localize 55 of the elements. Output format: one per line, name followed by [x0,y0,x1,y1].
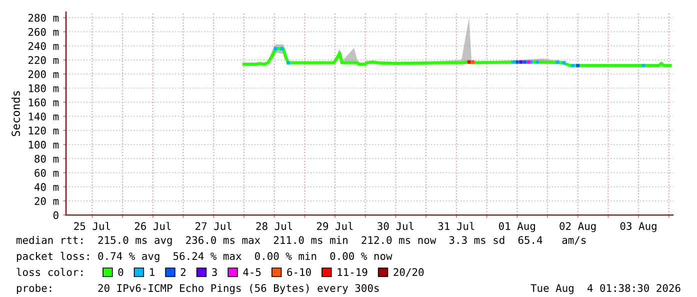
point [562,61,566,64]
y-tick-label: 100 m [28,140,59,149]
legend-label: 2 [180,268,186,276]
point [642,64,646,68]
point [556,60,560,64]
legend-label: 3 [212,268,217,276]
point [512,60,516,64]
legend-label: 4-5 [243,268,261,276]
x-tick-label: 31 Jul [438,222,474,230]
x-tick-label: 29 Jul [316,222,353,230]
x-tick-label: 03 Aug [620,222,656,232]
point [515,60,519,64]
line-series [242,47,672,68]
legend-label: 6-10 [287,268,311,276]
legend-label: 0 [118,268,124,276]
x-tick-label: 30 Jul [378,222,414,230]
y-tick-label: 260 m [28,28,59,36]
y-tick-label: 180 m [28,84,59,92]
y-tick-label: 40 m [34,183,59,191]
y-tick-label: 120 m [28,126,59,135]
legend-label: 20/20 [394,268,424,277]
y-tick-label: 60 m [34,168,59,177]
text: median rtt: 215.0 ms avg 236.0 ms max 211.0 ms min 212.0 ms now 3.3 ms sd 65.4 am/s [16,236,586,246]
text: packet loss: 0.74 % avg 56.24 % max 0.00 % min 0.00 % now [16,252,392,262]
y-tick-label: 220 m [28,56,59,64]
x-tick-label: 02 Aug [560,222,596,232]
legend-label: 1 [150,268,154,276]
point [519,60,523,64]
y-tick-label: 280 m [28,14,59,22]
point [536,60,540,64]
y-tick-label: 140 m [28,112,59,120]
point [571,64,574,68]
legend-label: 11-19 [338,268,368,276]
point [274,46,278,50]
point [467,60,471,64]
point [280,46,284,50]
legend-title: loss color: [16,268,82,276]
y-tick-label: 80 m [34,154,59,163]
y-tick-label: 200 m [28,70,59,78]
x-tick-label: 26 Jul [134,222,171,230]
y-tick-label: 160 m [28,98,59,106]
point [576,64,580,68]
y-tick-label: 0 [53,211,58,220]
point [471,60,475,64]
text: probe: 20 IPv6-ICMP Echo Pings (56 Bytes) every 300s [16,284,379,294]
y-tick-label: 240 m [28,42,59,50]
y-axis-title: Seconds [11,91,20,136]
x-tick-label: 27 Jul [196,222,232,230]
point [523,60,526,64]
text: Tue Aug 4 01:38:30 2026 [530,284,680,294]
x-tick-label: 25 Jul [74,222,110,230]
x-tick-label: 28 Jul [256,222,292,230]
x-tick-label: 01 Aug [498,222,535,232]
point [286,61,290,64]
y-tick-label: 20 m [34,197,59,206]
